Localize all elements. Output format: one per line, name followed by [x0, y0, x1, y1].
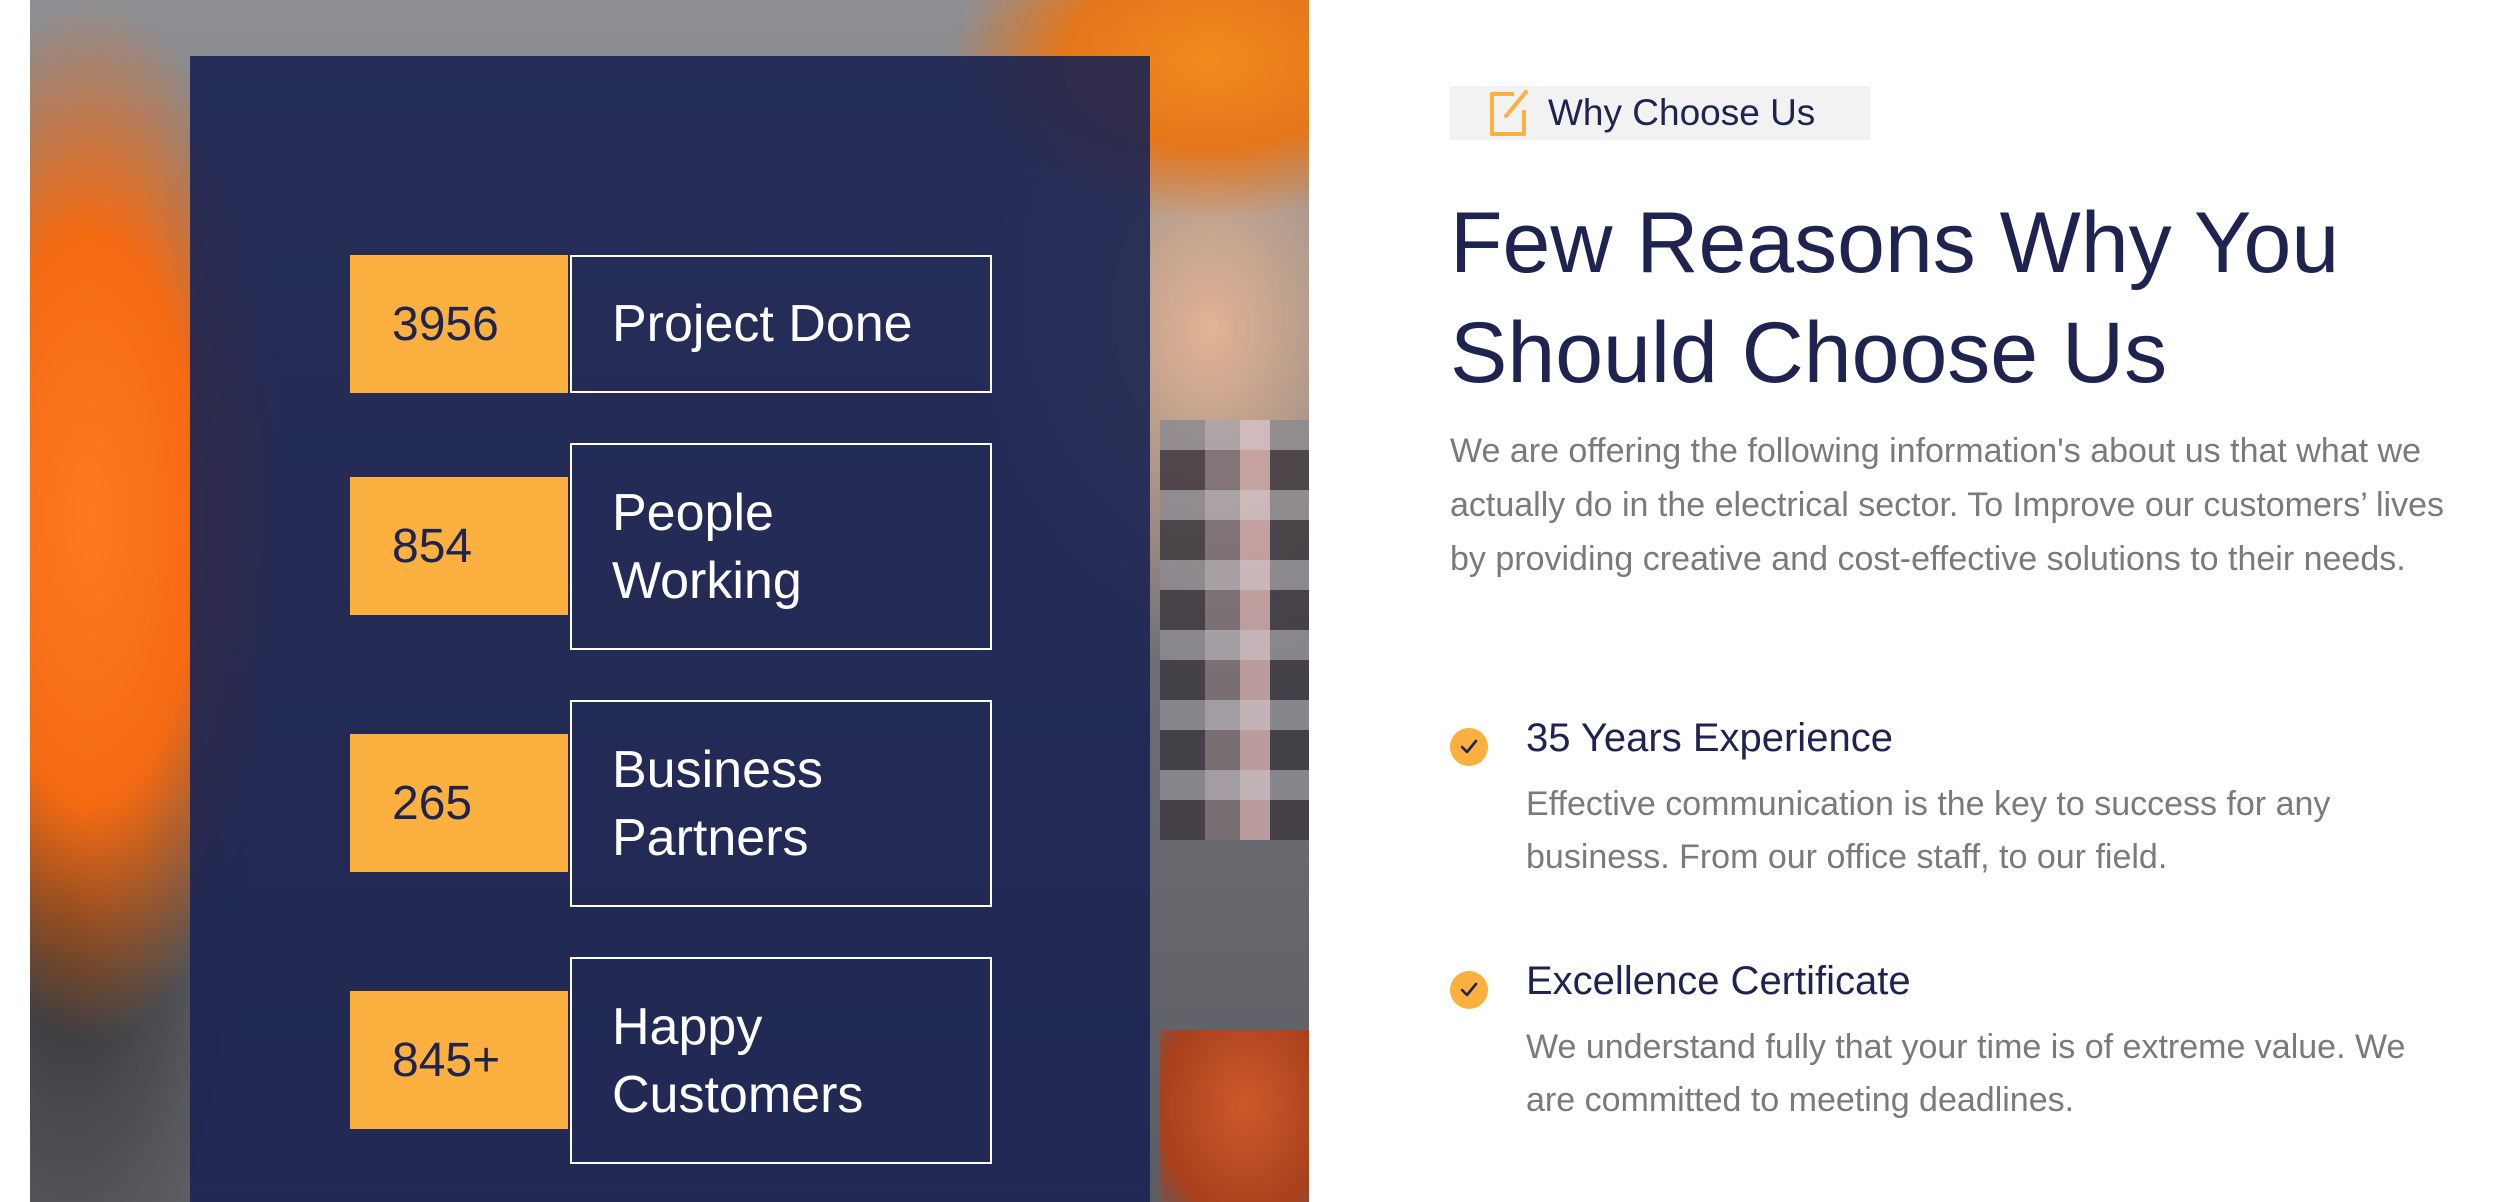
- badge-text: Why Choose Us: [1548, 92, 1816, 133]
- stat-label-line: Customers: [612, 1065, 864, 1124]
- feature-title: 35 Years Experience: [1526, 716, 1893, 760]
- feature-description: We understand fully that your time is of…: [1526, 1028, 2406, 1119]
- stat-label: Happy Customers: [570, 957, 992, 1164]
- stat-label-line: Project Done: [612, 295, 913, 353]
- stat-label: Business Partners: [570, 700, 992, 907]
- check-icon: [1450, 971, 1488, 1009]
- glove-detail: [1160, 1030, 1309, 1202]
- stat-label-line: Happy: [612, 997, 763, 1056]
- stat-label-line: People: [612, 483, 774, 542]
- page-title: Few Reasons Why You Should Choose Us: [1450, 188, 2450, 408]
- stat-label-line: Working: [612, 551, 802, 610]
- check-icon: [1450, 728, 1488, 766]
- stat-label: Project Done: [570, 255, 992, 393]
- stat-number: 854: [350, 477, 568, 615]
- intro-paragraph: We are offering the following informatio…: [1450, 432, 2444, 578]
- plaid-shirt-detail: [1160, 420, 1309, 840]
- edit-icon: [1490, 90, 1528, 136]
- feature-description: Effective communication is the key to su…: [1526, 785, 2331, 876]
- stat-label-line: Business: [612, 740, 823, 799]
- stat-number: 845+: [350, 991, 568, 1129]
- stat-number: 3956: [350, 255, 568, 393]
- page-title-line: Few Reasons Why You: [1450, 195, 2340, 291]
- stat-label-line: Partners: [612, 808, 809, 867]
- stat-number: 265: [350, 734, 568, 872]
- stat-label: People Working: [570, 443, 992, 650]
- page-title-line: Should Choose Us: [1450, 305, 2168, 401]
- feature-title: Excellence Certificate: [1526, 959, 1911, 1003]
- section-badge: Why Choose Us: [1450, 86, 1870, 140]
